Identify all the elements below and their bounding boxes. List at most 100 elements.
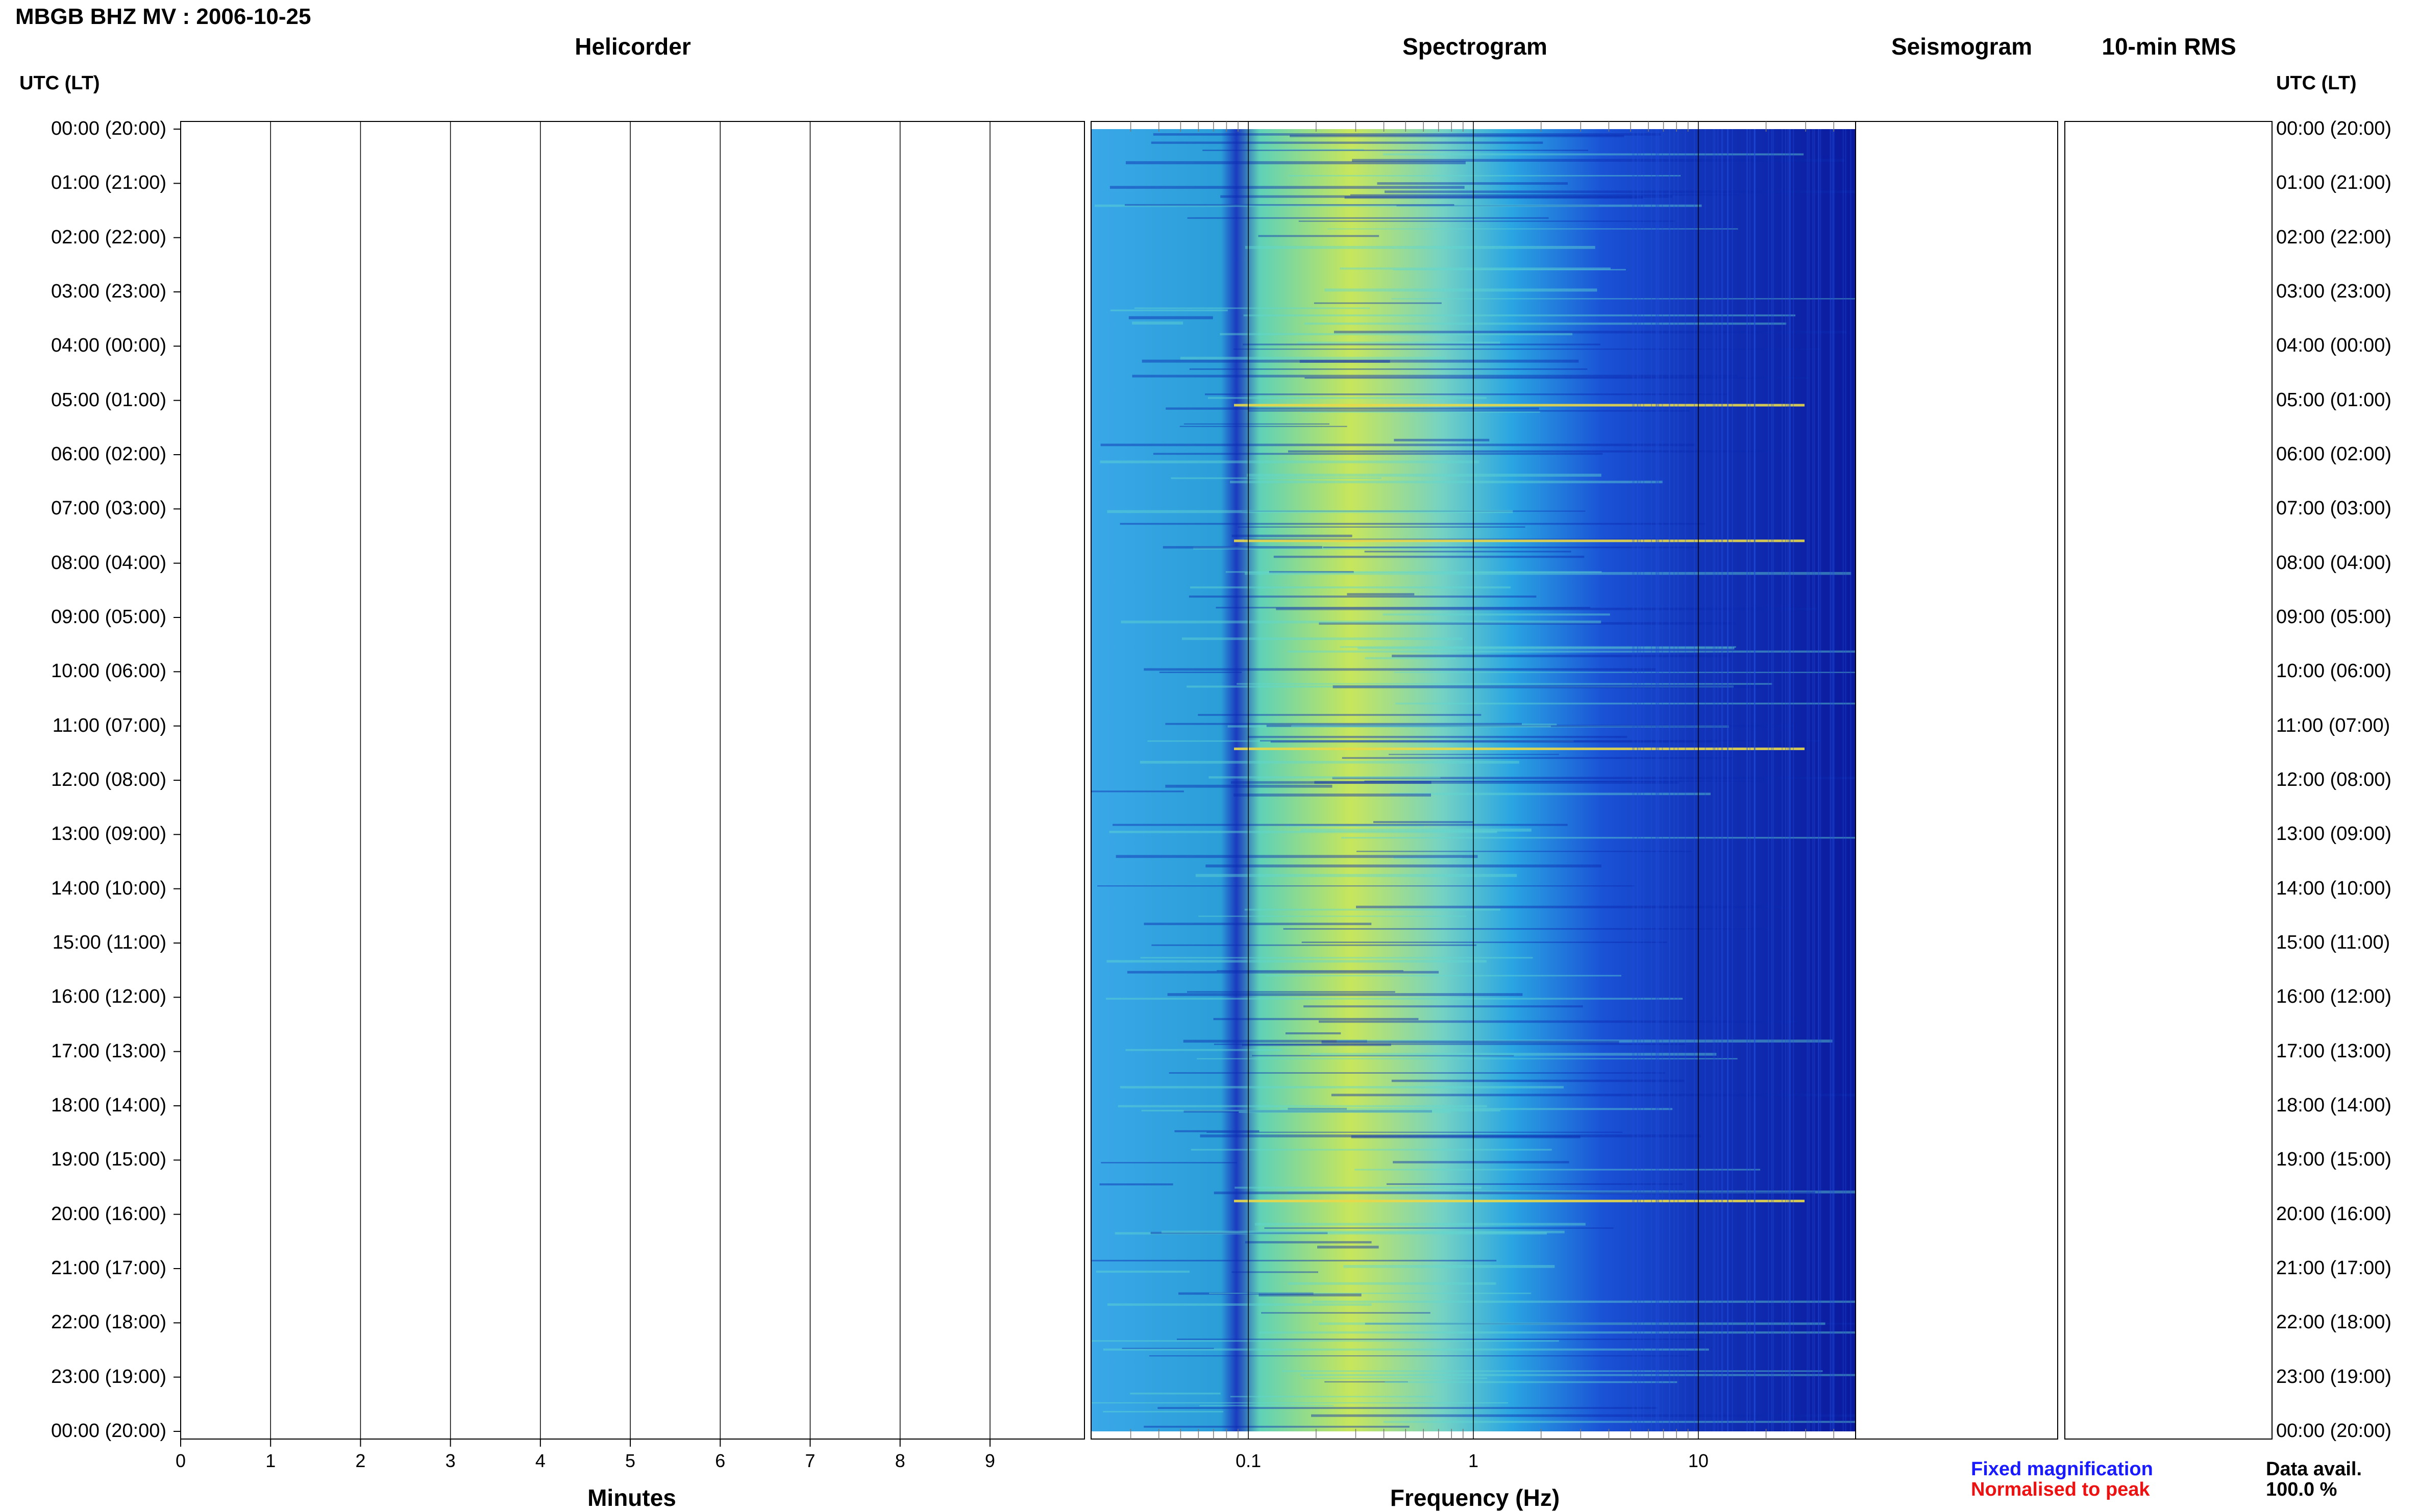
spectrogram-streak [1393,269,1626,270]
time-label-right: 08:00 (04:00) [2276,552,2392,574]
spectrogram-streak [1231,534,1352,537]
spectrogram-streak [1342,757,1733,759]
time-label-left: 22:00 (18:00) [51,1311,166,1333]
time-label-left: 09:00 (05:00) [51,606,166,628]
spectrogram-streak [1280,1108,1673,1110]
spectrogram-streak [1115,1232,1547,1235]
helicorder-xlabel: Minutes [587,1484,676,1511]
rms-frame [2064,121,2273,1440]
spectrogram-streak [1393,856,1463,859]
time-label-left: 04:00 (00:00) [51,335,166,357]
x-tick-label: 3 [446,1450,456,1471]
data-availability-value: 100.0 % [2266,1479,2337,1500]
spectrogram-streak [1247,474,1601,477]
time-label-left: 19:00 (15:00) [51,1149,166,1171]
time-label-right: 05:00 (01:00) [2276,389,2392,411]
spectrogram-streak [1377,182,1568,185]
spectrogram-streak [1092,1340,1559,1342]
frequency-tick-label: 0.1 [1236,1450,1261,1471]
spectrogram-streak [1179,426,1347,427]
spectrogram-streak [1285,824,1424,827]
spectrogram-streak [1248,736,1627,738]
spectrogram-streak [1220,195,1673,198]
x-tick-label: 0 [176,1450,186,1471]
left-axis-header: UTC (LT) [19,72,100,94]
spectrogram-streak [1116,855,1478,858]
spectrogram-streak [1096,1271,1190,1273]
spectrogram-streak [1121,621,1601,624]
spectrogram-streak [1258,1293,1362,1297]
spectrogram-streak [1091,1402,1509,1404]
spectrogram-streak [1187,991,1395,993]
spectrogram-streak [1385,1381,1677,1383]
spectrogram-streak [1383,613,1610,616]
time-label-left: 01:00 (21:00) [51,172,166,194]
spectrogram-streak [1233,794,1431,797]
spectrogram-streak [1157,1407,1658,1409]
x-tick-label: 4 [535,1450,546,1471]
spectrogram-streak [1103,1348,1709,1351]
spectrogram-streak [1304,323,1787,325]
seismogram-title: Seismogram [1891,33,2033,60]
spectrogram-streak [1364,551,1571,553]
spectrogram-streak [1301,941,1667,944]
spectrogram-streak [1331,1094,1856,1097]
helicorder-title: Helicorder [575,33,691,60]
spectrogram-streak [1383,153,1804,156]
spectrogram-streak [1109,186,1465,189]
time-label-left: 07:00 (03:00) [51,498,166,519]
time-label-left: 18:00 (14:00) [51,1095,166,1116]
spectrogram-streak [1319,622,1736,625]
spectrogram-streak [1100,443,1695,447]
spectrogram-streak [1230,480,1663,484]
spectrogram-streak [1312,1300,1856,1303]
spectrogram-streak [1197,1058,1738,1059]
spectrogram-streak [1140,761,1519,764]
spectrogram-streak [1266,975,1621,977]
spectrogram-streak [1292,724,1557,726]
time-label-right: 22:00 (18:00) [2276,1311,2392,1333]
spectrogram-streak [1107,510,1513,513]
spectrogram-streak [1394,438,1490,441]
time-label-right: 07:00 (03:00) [2276,498,2392,519]
x-tick-label: 8 [895,1450,905,1471]
time-label-right: 10:00 (06:00) [2276,660,2392,682]
spectrogram-streak [1142,359,1579,363]
spectrogram-streak [1314,302,1442,304]
helicorder-frame [180,121,1085,1440]
spectrogram-streak [1311,1414,1856,1417]
spectrogram-streak [1337,1039,1833,1043]
spectrogram-streak [1165,784,1332,788]
time-label-left: 08:00 (04:00) [51,552,166,574]
spectrogram-streak [1225,571,1602,573]
spectrogram-streak [1391,298,1856,300]
spectrogram-streak [1393,1161,1569,1163]
spectrogram-streak [1396,205,1599,207]
spectrogram-streak [1208,776,1441,779]
spectrogram-streak [1340,646,1736,648]
spectrogram-streak [1187,217,1549,219]
spectrogram-streak [1384,190,1856,193]
spectrogram-streak [1357,647,1735,650]
spectrogram-streak [1163,546,1323,549]
spectrogram-streak [1125,1049,1282,1051]
frequency-tick-label: 10 [1688,1450,1709,1471]
spectrogram-streak [1231,1271,1318,1273]
spectrogram-streak [1161,1230,1565,1233]
spectrogram-streak [1141,1109,1500,1112]
spectrogram-streak [1390,792,1711,796]
spectrogram-streak [1105,998,1683,1000]
legend-fixed-magnification: Fixed magnification [1971,1458,2153,1480]
spectrogram-streak [1394,672,1856,673]
time-label-right: 16:00 (12:00) [2276,986,2392,1008]
spectrogram-streak [1323,547,1701,549]
spectrogram-streak [1230,1396,1435,1398]
chart-title: MBGB BHZ MV : 2006-10-25 [15,4,311,29]
spectrogram-streak [1127,971,1439,974]
spectrogram-streak [1264,1227,1614,1229]
spectrogram-streak [1227,725,1729,728]
time-label-right: 14:00 (10:00) [2276,877,2392,899]
spectrogram-streak [1300,1374,1856,1376]
spectrogram-streak [1291,725,1551,727]
time-label-left: 05:00 (01:00) [51,389,166,411]
